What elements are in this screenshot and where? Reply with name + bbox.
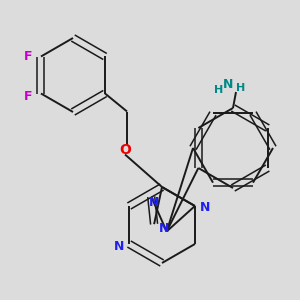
Text: N: N bbox=[223, 77, 233, 91]
Text: N: N bbox=[149, 196, 159, 209]
Text: H: H bbox=[214, 85, 224, 95]
Text: F: F bbox=[24, 90, 32, 103]
Text: N: N bbox=[114, 239, 124, 253]
Text: F: F bbox=[24, 50, 32, 63]
Text: H: H bbox=[236, 83, 246, 93]
Text: O: O bbox=[119, 142, 131, 157]
Text: N: N bbox=[200, 202, 210, 214]
Text: N: N bbox=[159, 222, 169, 235]
